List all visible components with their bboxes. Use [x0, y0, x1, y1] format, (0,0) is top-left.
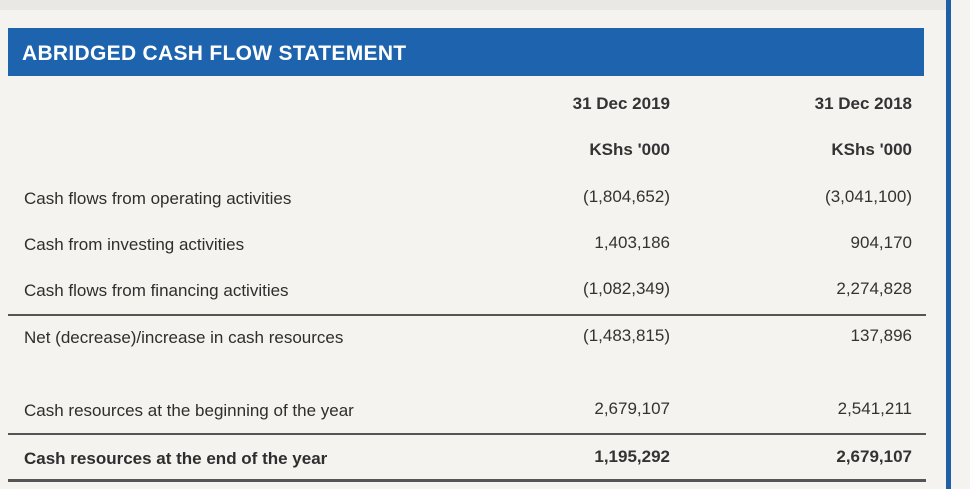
subtotal-divider — [8, 314, 926, 316]
value-2018: 2,679,107 — [836, 447, 912, 466]
statement-header-banner: ABRIDGED CASH FLOW STATEMENT — [8, 28, 924, 76]
value-2019: (1,804,652) — [583, 187, 670, 206]
statement-title: ABRIDGED CASH FLOW STATEMENT — [22, 42, 407, 65]
col-2018-unit: KShs '000 — [831, 140, 912, 159]
row-label: Cash from investing activities — [24, 235, 245, 254]
value-2019: 1,403,186 — [594, 233, 670, 252]
total-divider — [8, 433, 926, 435]
value-2019: (1,082,349) — [583, 279, 670, 298]
value-2018: 904,170 — [850, 233, 912, 252]
page-side-rule — [946, 0, 951, 489]
value-2019: 1,195,292 — [594, 447, 670, 466]
value-2018: (3,041,100) — [825, 187, 912, 206]
value-2018: 137,896 — [850, 326, 912, 345]
col-2019-date: 31 Dec 2019 — [572, 94, 670, 113]
value-2018: 2,274,828 — [836, 279, 912, 298]
row-label: Cash flows from operating activities — [24, 189, 292, 208]
row-label: Net (decrease)/increase in cash resource… — [24, 328, 344, 347]
value-2019: (1,483,815) — [583, 326, 670, 345]
row-label: Cash resources at the end of the year — [24, 449, 328, 468]
col-2018-date: 31 Dec 2018 — [814, 94, 912, 113]
page-top-edge — [0, 0, 946, 10]
row-label: Cash flows from financing activities — [24, 281, 289, 300]
col-2019-unit: KShs '000 — [589, 140, 670, 159]
row-label: Cash resources at the beginning of the y… — [24, 401, 354, 420]
value-2019: 2,679,107 — [594, 399, 670, 418]
bottom-rule — [8, 479, 926, 482]
value-2018: 2,541,211 — [837, 399, 912, 418]
